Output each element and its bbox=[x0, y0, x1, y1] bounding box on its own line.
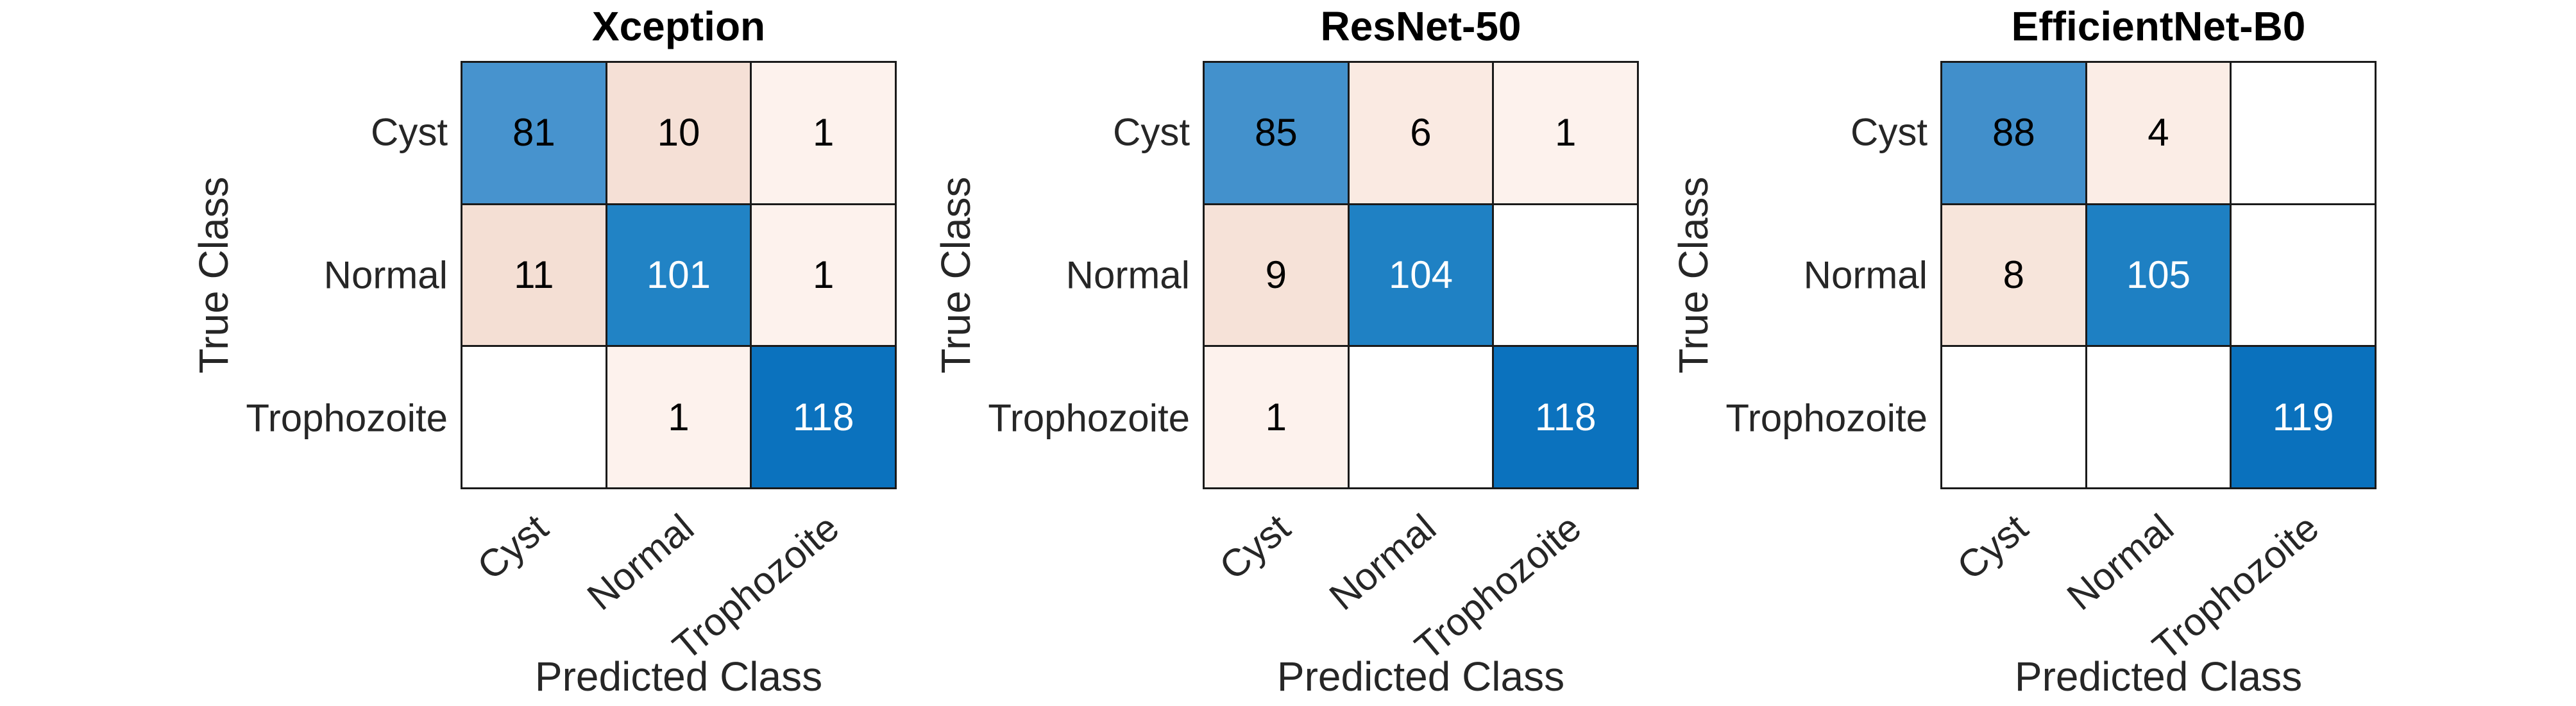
chart-title: EfficientNet-B0 bbox=[2011, 3, 2306, 49]
y-tick-label-trophozoite: Trophozoite bbox=[246, 396, 448, 440]
matrix-cell-r0c2: 1 bbox=[752, 63, 895, 203]
y-tick-label-cyst: Cyst bbox=[1113, 110, 1190, 154]
x-axis-label: Predicted Class bbox=[1276, 653, 1565, 700]
y-axis-label: True Class bbox=[933, 176, 979, 374]
y-tick-label-normal: Normal bbox=[323, 253, 448, 297]
chart-title: Xception bbox=[591, 3, 766, 49]
x-tick-label-cyst: Cyst bbox=[1949, 505, 2036, 589]
y-tick-label-normal: Normal bbox=[1065, 253, 1190, 297]
matrix-cell-r2c1 bbox=[1349, 347, 1493, 487]
matrix-cell-r0c0: 81 bbox=[462, 63, 606, 203]
confusion-chart-2: ResNet-50 True Class Cyst Normal Trophoz… bbox=[882, 0, 1652, 706]
matrix-cell-r1c0: 8 bbox=[1942, 205, 2085, 346]
matrix-cell-r2c2: 119 bbox=[2232, 347, 2375, 487]
matrix-cell-r1c2 bbox=[1494, 205, 1637, 346]
x-axis-label: Predicted Class bbox=[2014, 653, 2303, 700]
matrix-cell-r0c1: 6 bbox=[1349, 63, 1493, 203]
y-tick-label-cyst: Cyst bbox=[371, 110, 448, 154]
confusion-matrix-grid: 85 6 1 9 104 1 118 bbox=[1203, 61, 1639, 489]
y-axis-label: True Class bbox=[1670, 176, 1716, 374]
matrix-cell-r0c1: 10 bbox=[607, 63, 750, 203]
matrix-cell-r2c0 bbox=[1942, 347, 2085, 487]
matrix-cell-r1c0: 9 bbox=[1205, 205, 1348, 346]
x-axis-label: Predicted Class bbox=[534, 653, 823, 700]
y-tick-label-trophozoite: Trophozoite bbox=[988, 396, 1190, 440]
confusion-matrix-grid: 88 4 8 105 119 bbox=[1940, 61, 2377, 489]
matrix-cell-r1c1: 101 bbox=[607, 205, 750, 346]
matrix-cell-r2c1 bbox=[2087, 347, 2230, 487]
x-tick-label-cyst: Cyst bbox=[469, 505, 556, 589]
matrix-cell-r2c2: 118 bbox=[752, 347, 895, 487]
x-tick-label-cyst: Cyst bbox=[1211, 505, 1298, 589]
chart-title: ResNet-50 bbox=[1320, 3, 1521, 49]
x-tick-label-normal: Normal bbox=[1321, 505, 1444, 619]
matrix-cell-r1c2 bbox=[2232, 205, 2375, 346]
y-tick-label-cyst: Cyst bbox=[1851, 110, 1928, 154]
confusion-chart-3: EfficientNet-B0 True Class Cyst Normal T… bbox=[1620, 0, 2389, 706]
matrix-cell-r1c0: 11 bbox=[462, 205, 606, 346]
confusion-matrix-grid: 81 10 1 11 101 1 1 118 bbox=[461, 61, 897, 489]
matrix-cell-r0c1: 4 bbox=[2087, 63, 2230, 203]
y-tick-label-trophozoite: Trophozoite bbox=[1725, 396, 1928, 440]
confusion-chart-1: Xception True Class Cyst Normal Trophozo… bbox=[140, 0, 910, 706]
x-tick-label-normal: Normal bbox=[2058, 505, 2182, 619]
matrix-cell-r2c0 bbox=[462, 347, 606, 487]
matrix-cell-r0c0: 85 bbox=[1205, 63, 1348, 203]
matrix-cell-r1c1: 104 bbox=[1349, 205, 1493, 346]
y-axis-label: True Class bbox=[191, 176, 237, 374]
matrix-cell-r2c2: 118 bbox=[1494, 347, 1637, 487]
y-tick-label-normal: Normal bbox=[1803, 253, 1928, 297]
matrix-cell-r1c2: 1 bbox=[752, 205, 895, 346]
matrix-cell-r0c0: 88 bbox=[1942, 63, 2085, 203]
matrix-cell-r2c0: 1 bbox=[1205, 347, 1348, 487]
matrix-cell-r0c2 bbox=[2232, 63, 2375, 203]
x-tick-label-normal: Normal bbox=[579, 505, 702, 619]
matrix-cell-r0c2: 1 bbox=[1494, 63, 1637, 203]
matrix-cell-r2c1: 1 bbox=[607, 347, 750, 487]
matrix-cell-r1c1: 105 bbox=[2087, 205, 2230, 346]
